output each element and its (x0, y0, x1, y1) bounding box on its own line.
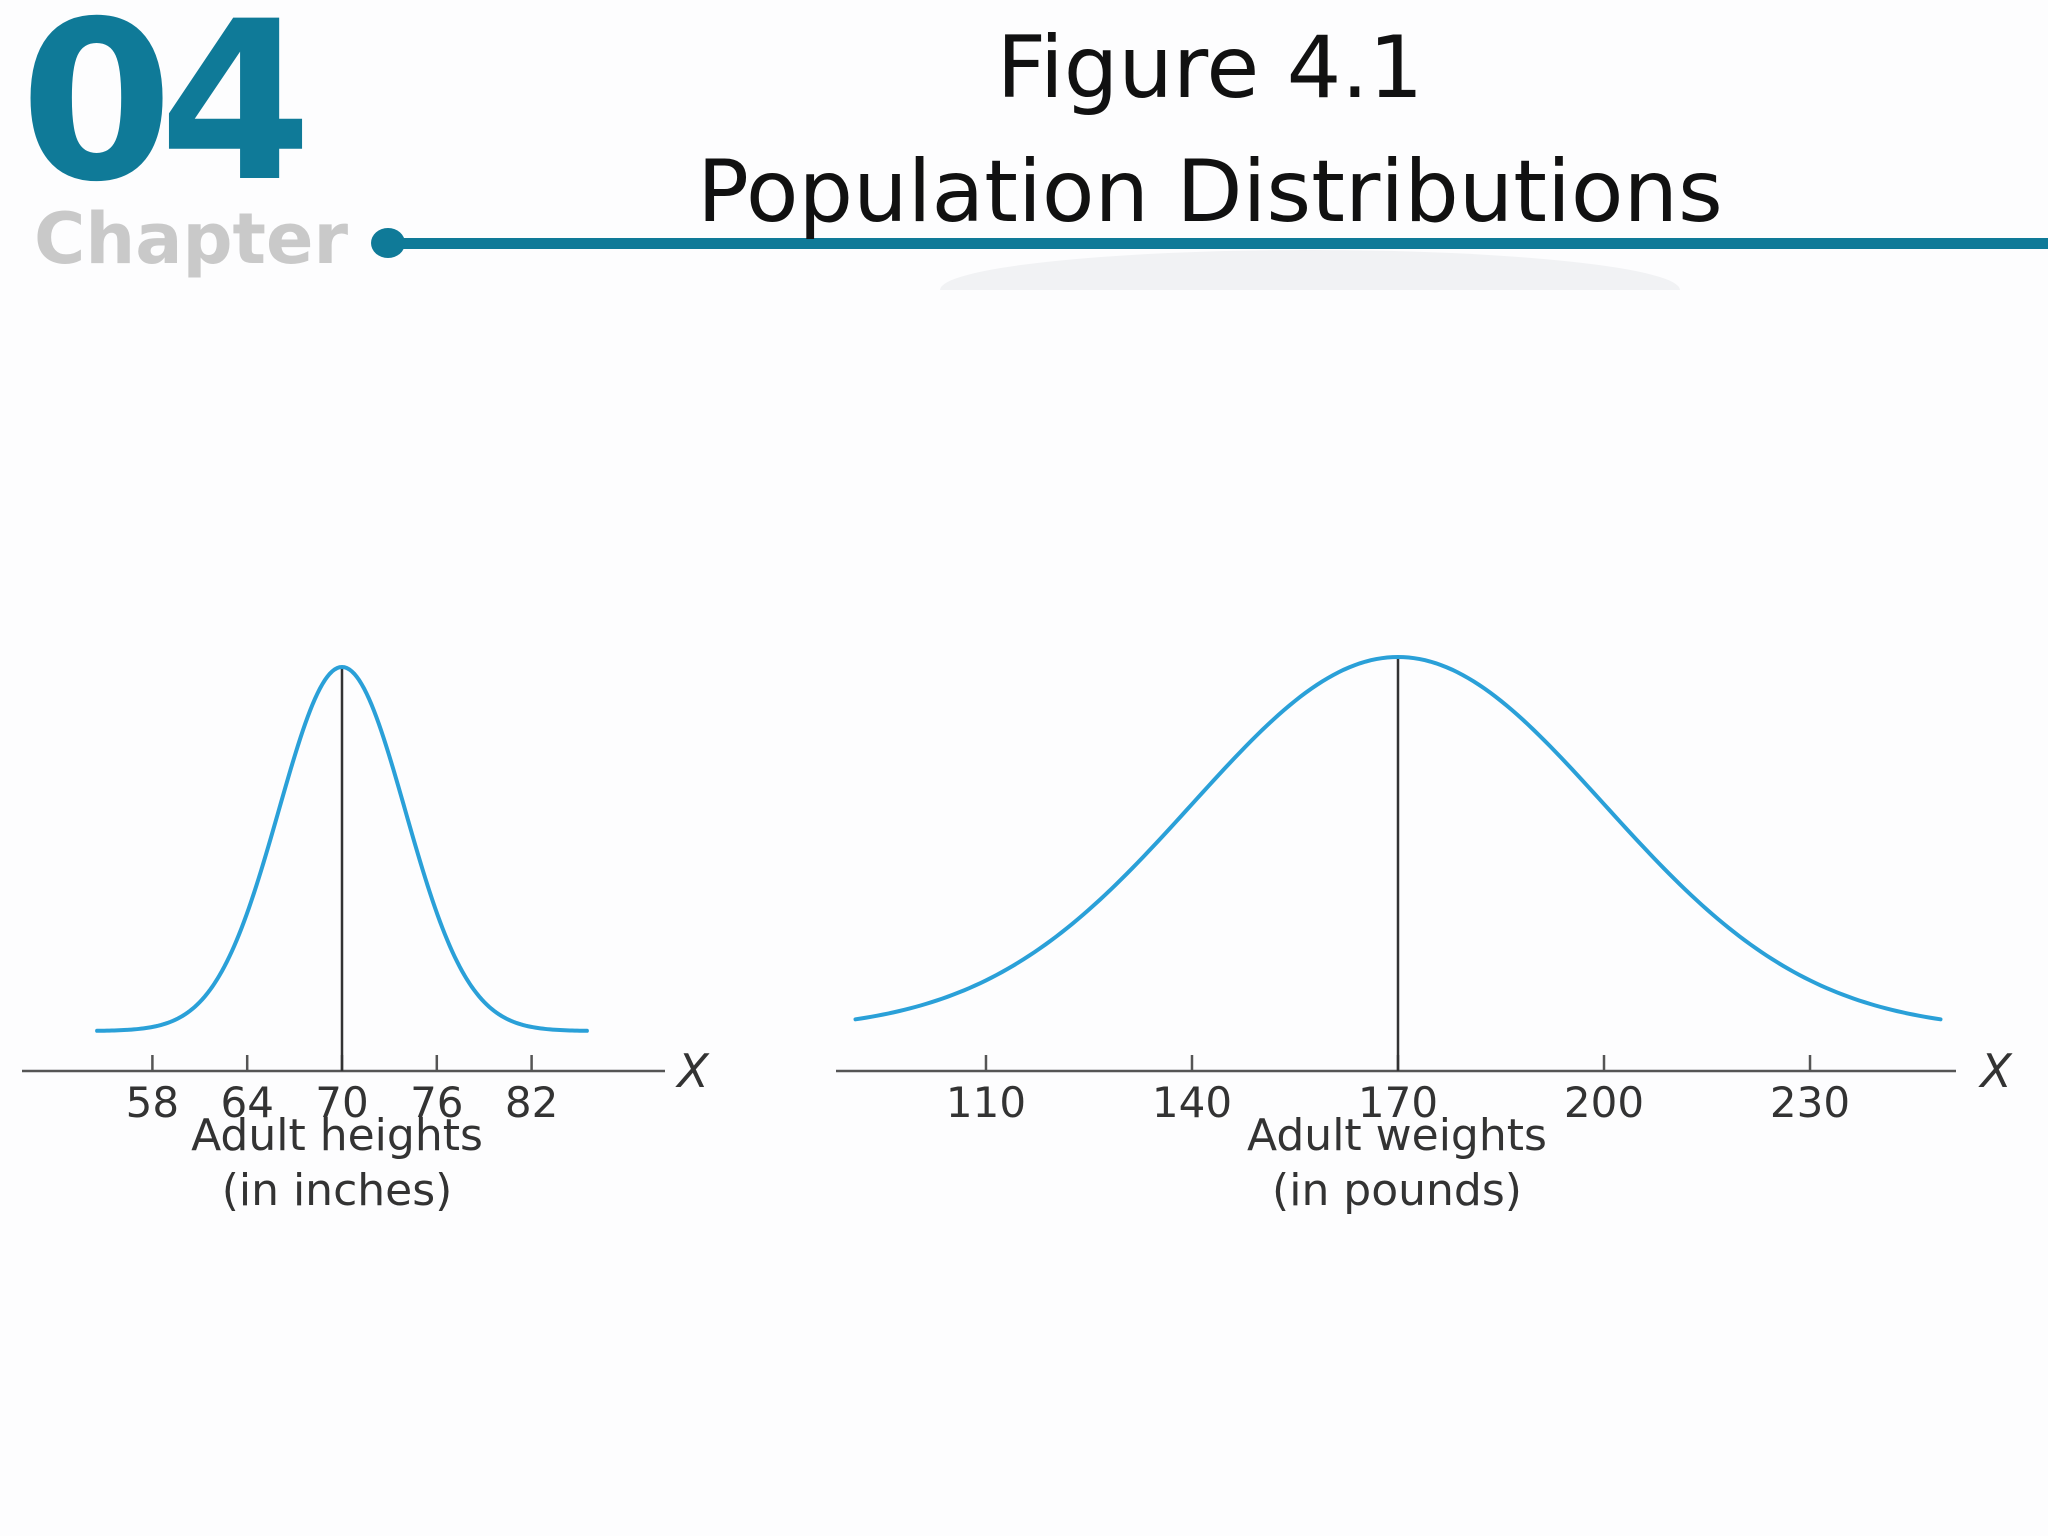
weights-axis-title: Adult weights (1247, 1110, 1547, 1161)
weights-axis-unit: (in pounds) (1272, 1165, 1522, 1216)
heights-tick-label-64: 64 (220, 1078, 273, 1127)
slide-title: Figure 4.1 Population Distributions (640, 6, 1780, 254)
heights-axis-title: Adult heights (191, 1110, 483, 1161)
chapter-label: Chapter (34, 198, 349, 280)
title-line-figure: Figure 4.1 (996, 18, 1424, 118)
heights-tick-label-58: 58 (126, 1078, 179, 1127)
heights-tick-label-70: 70 (315, 1078, 368, 1127)
weights-tick-label-140: 140 (1152, 1078, 1232, 1127)
heights-tick-label-76: 76 (410, 1078, 463, 1127)
chapter-number: 04 (20, 0, 312, 230)
title-line-topic: Population Distributions (697, 142, 1723, 242)
slide-header: 04 Chapter Figure 4.1 Population Distrib… (0, 0, 2048, 300)
weights-distribution-curve (853, 654, 1943, 1022)
heights-axis-symbol: X (675, 1044, 710, 1098)
heights-axis-unit: (in inches) (222, 1165, 453, 1216)
header-rule (392, 238, 2048, 249)
weights-tick-label-200: 200 (1564, 1078, 1644, 1127)
heights-distribution-curve (95, 664, 589, 1033)
weights-tick-label-110: 110 (946, 1078, 1026, 1127)
weights-tick-label-170: 170 (1358, 1078, 1438, 1127)
heights-tick-label-82: 82 (505, 1078, 558, 1127)
weights-tick-label-230: 230 (1770, 1078, 1850, 1127)
header-dot (371, 228, 405, 258)
weights-axis-symbol: X (1978, 1044, 2013, 1098)
